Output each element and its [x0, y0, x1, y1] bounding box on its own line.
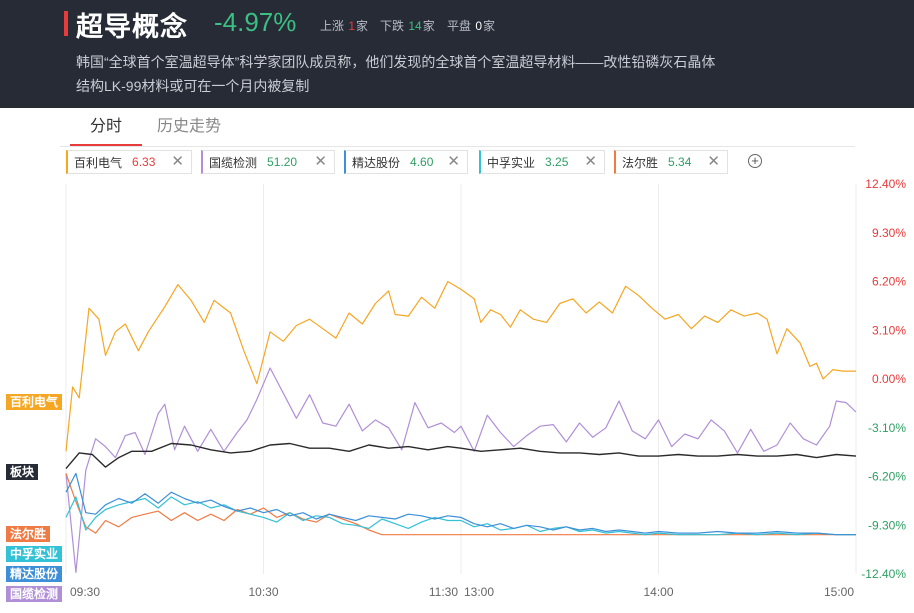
y-tick-label: 12.40%: [865, 177, 906, 191]
y-tick-label: -9.30%: [868, 518, 906, 532]
rise-count: 1: [348, 19, 356, 33]
chip-name: 中孚实业: [487, 155, 536, 170]
news-description: 韩国“全球首个室温超导体”科学家团队成员称，他们发现的全球首个室温超导材料——改…: [76, 54, 716, 94]
chip-name: 法尔胜: [622, 155, 659, 170]
active-tab-underline: [70, 144, 142, 146]
change-percent: -4.97%: [214, 7, 297, 37]
flat-label: 平盘: [447, 19, 472, 33]
tab-intraday[interactable]: 分时: [90, 118, 123, 135]
series-side-label: 板块: [6, 464, 39, 480]
fall-label: 下跌: [380, 19, 405, 33]
stock-chip[interactable]: 精达股份 4.60 ✕: [344, 150, 468, 174]
page-title: 超导概念: [76, 12, 188, 42]
stock-chip[interactable]: 百利电气 6.33 ✕: [66, 150, 192, 174]
fall-count: 14: [408, 19, 422, 33]
stock-chip[interactable]: 中孚实业 3.25 ✕: [479, 150, 605, 174]
flat-count: 0: [475, 19, 483, 33]
rise-unit: 家: [356, 19, 369, 33]
header: 超导概念 -4.97% 上涨 1家 下跌 14家 平盘 0家 韩国“全球首个室温…: [0, 0, 914, 108]
stock-chip[interactable]: 法尔胜 5.34 ✕: [614, 150, 728, 174]
y-tick-label: -6.20%: [868, 470, 906, 484]
chart-panel: [0, 108, 914, 613]
chip-value: 4.60: [410, 155, 434, 169]
chip-value: 3.25: [545, 155, 569, 169]
tabs-divider: [60, 146, 855, 147]
add-stock-button[interactable]: +: [748, 154, 762, 168]
y-tick-label: -3.10%: [868, 421, 906, 435]
series-side-label: 中孚实业: [6, 546, 63, 562]
y-tick-label: 0.00%: [872, 372, 906, 386]
x-tick-label: 10:30: [248, 585, 278, 599]
series-line: [65, 472, 856, 536]
series-line: [65, 473, 856, 536]
fall-unit: 家: [422, 19, 435, 33]
x-tick-label: 11:30: [429, 585, 458, 599]
close-icon[interactable]: ✕: [171, 153, 184, 170]
tab-history[interactable]: 历史走势: [157, 118, 222, 135]
series-line: [65, 442, 857, 470]
title-accent-bar: [64, 11, 68, 36]
series-side-label: 百利电气: [6, 394, 63, 410]
series-side-label: 精达股份: [6, 566, 63, 582]
chip-name: 精达股份: [352, 155, 401, 170]
close-icon[interactable]: ✕: [314, 153, 327, 170]
close-icon[interactable]: ✕: [447, 153, 460, 170]
stock-chip[interactable]: 国缆检测 51.20 ✕: [201, 150, 335, 174]
chip-value: 6.33: [132, 155, 156, 169]
chip-value: 5.34: [668, 155, 692, 169]
flat-stat: 平盘 0家: [447, 17, 495, 34]
x-tick-label: 15:00: [824, 585, 854, 599]
flat-unit: 家: [483, 19, 496, 33]
series-line: [65, 367, 857, 573]
chip-name: 百利电气: [74, 155, 123, 170]
chip-name: 国缆检测: [209, 155, 258, 170]
fall-stat: 下跌 14家: [380, 17, 435, 34]
y-tick-label: -12.40%: [861, 567, 906, 581]
series-side-label: 国缆检测: [6, 586, 63, 602]
chip-value: 51.20: [267, 155, 298, 169]
close-icon[interactable]: ✕: [707, 153, 720, 170]
close-icon[interactable]: ✕: [584, 153, 597, 170]
y-tick-label: 3.10%: [872, 323, 906, 337]
series-side-label: 法尔胜: [6, 526, 51, 542]
x-tick-label: 09:30: [70, 585, 100, 599]
x-tick-label: 13:00: [464, 585, 494, 599]
y-tick-label: 6.20%: [872, 275, 906, 289]
rise-stat: 上涨 1家: [320, 17, 368, 34]
x-tick-label: 14:00: [643, 585, 673, 599]
series-line: [65, 280, 856, 452]
y-tick-label: 9.30%: [872, 226, 906, 240]
rise-label: 上涨: [320, 19, 345, 33]
series-line: [65, 496, 856, 536]
